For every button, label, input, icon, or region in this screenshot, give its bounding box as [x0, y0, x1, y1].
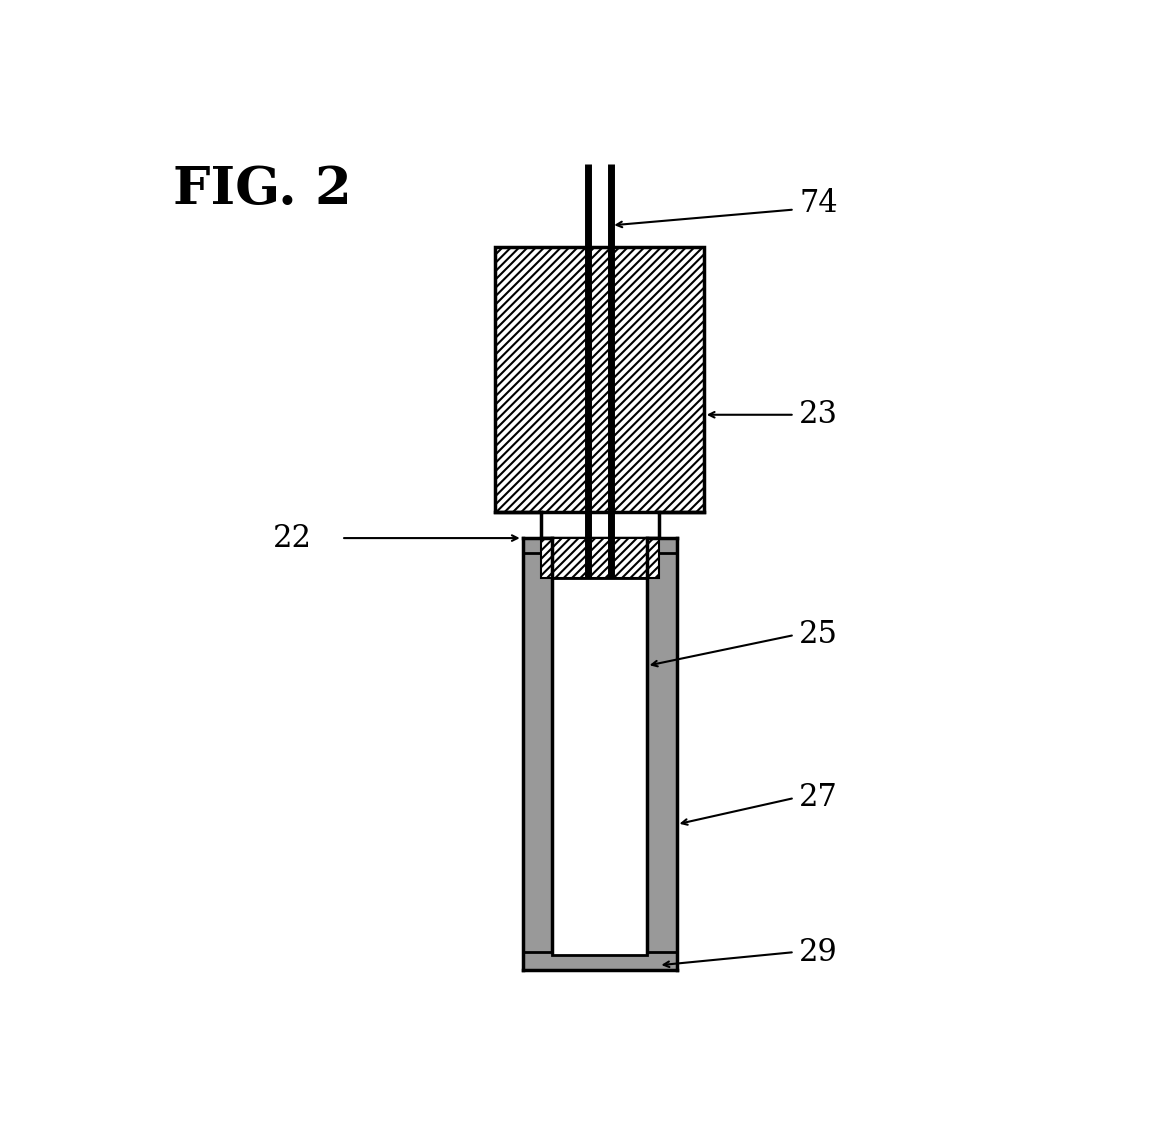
Bar — [523, 538, 552, 553]
Text: 22: 22 — [273, 523, 312, 554]
Text: 23: 23 — [799, 399, 838, 430]
Text: 74: 74 — [799, 188, 838, 219]
Bar — [541, 538, 659, 578]
Text: 25: 25 — [799, 620, 838, 651]
Text: 29: 29 — [799, 937, 838, 968]
Text: FIG. 2: FIG. 2 — [173, 164, 352, 215]
Bar — [552, 578, 647, 955]
Bar — [523, 538, 552, 970]
Bar — [523, 952, 676, 970]
Bar — [647, 538, 676, 553]
Bar — [495, 247, 704, 511]
Text: 27: 27 — [799, 782, 838, 813]
Bar — [647, 538, 676, 970]
